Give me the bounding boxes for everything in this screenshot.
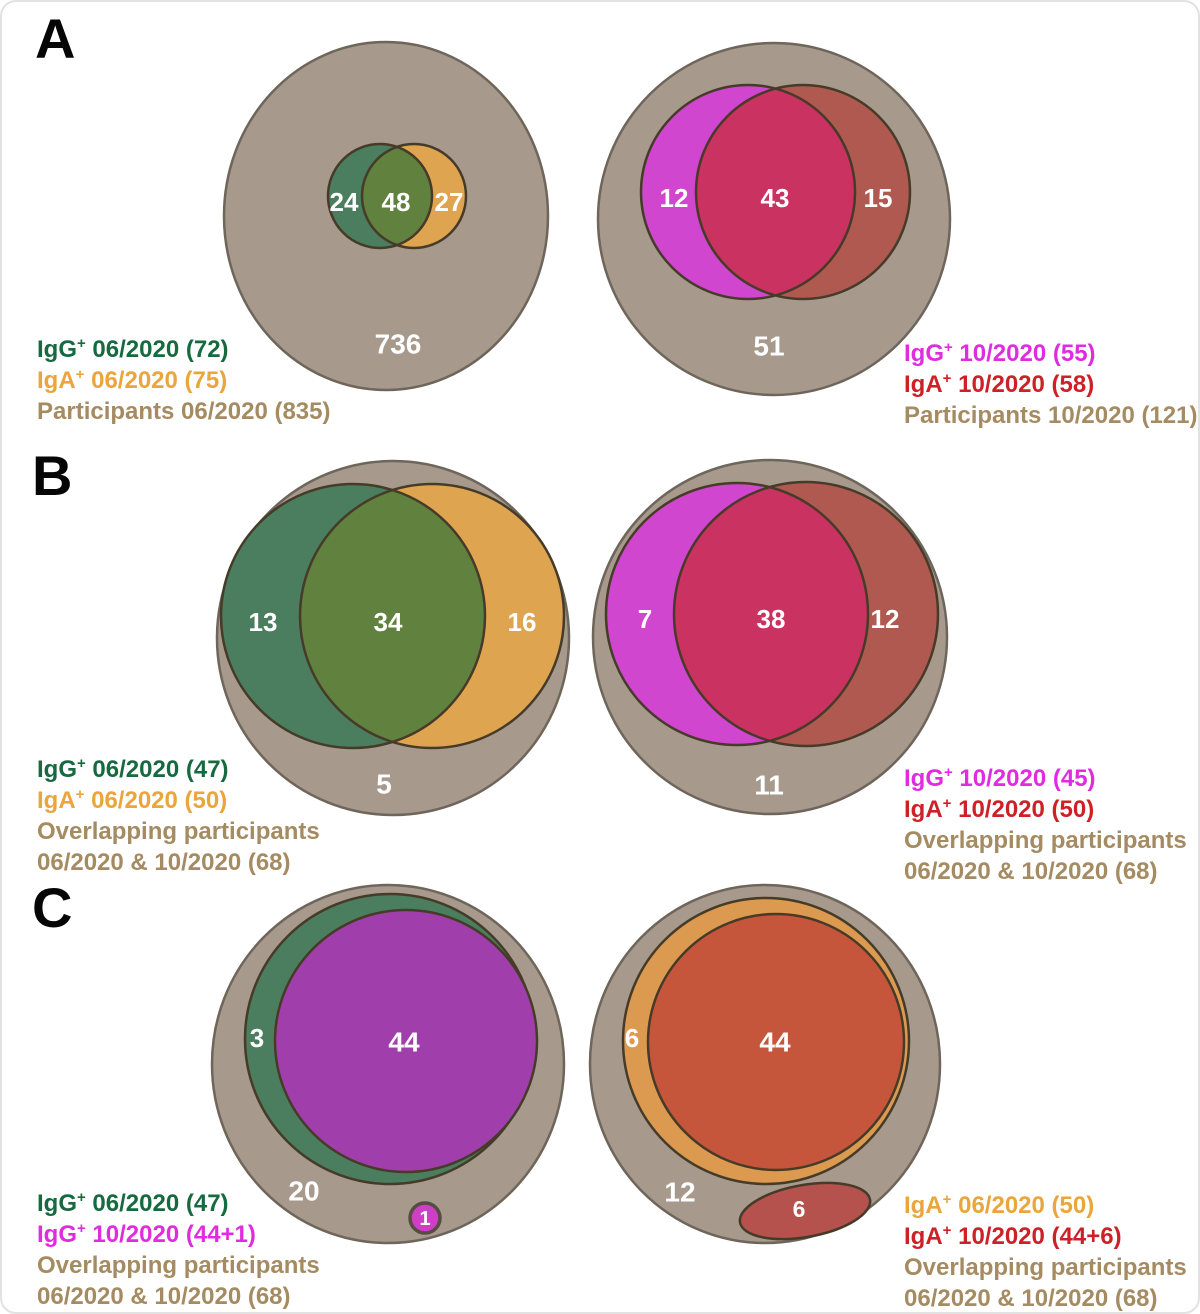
overlap-region <box>362 144 432 248</box>
panel-c-label: C <box>32 876 73 939</box>
iga-circle-outline <box>672 480 940 748</box>
venn-b-right: 7 38 12 11 <box>591 458 949 816</box>
igg-1020-extra-circle <box>408 1201 442 1235</box>
region-count-label: 43 <box>761 183 790 213</box>
iga-1020-circle <box>646 912 906 1172</box>
region-count-label: 11 <box>754 770 784 801</box>
region-count-label: 12 <box>664 1177 695 1208</box>
overlap-region <box>674 483 868 745</box>
iga-circle-outline <box>298 482 566 750</box>
legend-line: IgG+ 10/2020 (45) <box>904 764 1096 792</box>
legend-line: IgG+ 06/2020 (47) <box>37 755 229 783</box>
legend-line: Participants 06/2020 (835) <box>37 398 331 425</box>
legend-line: Overlapping participants <box>37 1252 320 1279</box>
panel-b-label: B <box>32 444 73 507</box>
legend-b-left: IgG+ 06/2020 (47) IgA+ 06/2020 (50) Over… <box>37 754 320 878</box>
legend-line: 06/2020 & 10/2020 (68) <box>904 858 1158 885</box>
iga-circle-outline <box>694 83 912 301</box>
legend-line: IgA+ 10/2020 (44+6) <box>904 1222 1122 1250</box>
venn-b-left: 13 34 16 5 <box>215 459 571 817</box>
region-count-label: 736 <box>375 329 422 360</box>
region-count-label: 13 <box>249 607 278 637</box>
region-count-label: 15 <box>864 183 893 213</box>
venn-c-right: 6 44 12 6 <box>588 883 942 1245</box>
legend-line: 06/2020 & 10/2020 (68) <box>37 849 291 876</box>
overlap-region <box>300 484 485 748</box>
legend-c-left: IgG+ 06/2020 (47) IgG+ 10/2020 (44+1) Ov… <box>37 1188 320 1312</box>
venn-a-left: 24 48 27 736 <box>222 40 550 392</box>
region-count-label: 1 <box>419 1208 430 1230</box>
region-count-label: 44 <box>759 1027 791 1058</box>
legend-a-left: IgG+ 06/2020 (72) IgA+ 06/2020 (75) Part… <box>37 334 331 427</box>
legend-line: IgA+ 10/2020 (58) <box>904 370 1095 398</box>
legend-c-right: IgA+ 06/2020 (50) IgA+ 10/2020 (44+6) Ov… <box>904 1190 1187 1312</box>
legend-line: 06/2020 & 10/2020 (68) <box>37 1283 291 1310</box>
igg-circle-outline <box>219 482 487 750</box>
region-count-label: 12 <box>660 183 689 213</box>
region-count-label: 12 <box>871 604 900 634</box>
legend-line: Overlapping participants <box>37 818 320 845</box>
region-count-label: 3 <box>250 1023 264 1053</box>
legend-line: Participants 10/2020 (121) <box>904 402 1198 429</box>
region-count-label: 7 <box>638 604 652 634</box>
legend-line: Overlapping participants <box>904 827 1187 854</box>
legend-line: Overlapping participants <box>904 1254 1187 1281</box>
region-count-label: 51 <box>753 331 784 362</box>
region-count-label: 38 <box>757 604 786 634</box>
region-count-label: 20 <box>288 1176 319 1207</box>
region-count-label: 27 <box>435 187 464 217</box>
legend-line: IgG+ 10/2020 (55) <box>904 339 1096 367</box>
igg-circle-outline <box>639 83 857 301</box>
region-count-label: 24 <box>330 187 359 217</box>
region-count-label: 44 <box>388 1027 420 1058</box>
venn-c-left: 3 44 20 1 <box>210 883 566 1245</box>
region-count-label: 6 <box>793 1196 806 1222</box>
igg-circle-outline <box>326 142 434 250</box>
legend-b-right: IgG+ 10/2020 (45) IgA+ 10/2020 (50) Over… <box>904 763 1187 887</box>
iga-circle-outline <box>360 142 468 250</box>
legend-line: IgG+ 06/2020 (72) <box>37 335 229 363</box>
igg-circle-outline <box>604 481 870 747</box>
legend-line: IgA+ 06/2020 (50) <box>37 786 228 814</box>
region-count-label: 16 <box>508 607 537 637</box>
region-count-label: 34 <box>374 607 403 637</box>
region-count-label: 48 <box>382 187 411 217</box>
overlap-region <box>696 85 855 299</box>
region-count-label: 5 <box>376 769 392 800</box>
panel-a-label: A <box>35 7 76 70</box>
legend-a-right: IgG+ 10/2020 (55) IgA+ 10/2020 (58) Part… <box>904 338 1198 431</box>
iga-1020-extra-ellipse <box>738 1181 872 1241</box>
legend-line: IgA+ 06/2020 (75) <box>37 366 228 394</box>
legend-line: IgG+ 10/2020 (44+1) <box>37 1220 256 1248</box>
legend-line: 06/2020 & 10/2020 (68) <box>904 1285 1158 1312</box>
legend-line: IgA+ 10/2020 (50) <box>904 795 1095 823</box>
venn-a-right: 12 43 15 51 <box>596 41 952 397</box>
legend-line: IgG+ 06/2020 (47) <box>37 1189 229 1217</box>
igg-1020-circle <box>273 908 539 1174</box>
legend-line: IgA+ 06/2020 (50) <box>904 1191 1095 1219</box>
region-count-label: 6 <box>625 1023 639 1053</box>
